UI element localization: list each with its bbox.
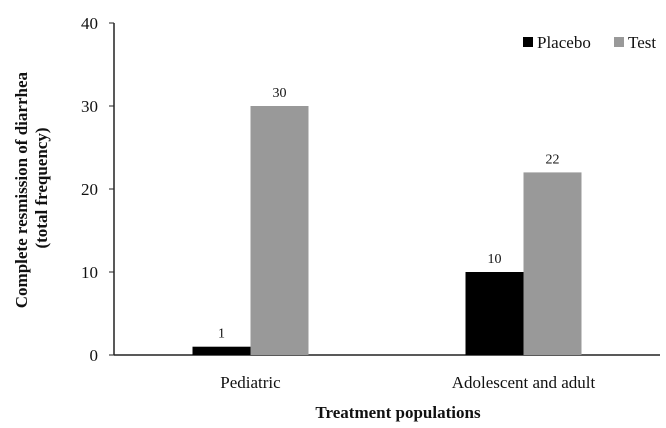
legend: Placebo Test: [523, 33, 656, 52]
category-label: Pediatric: [220, 373, 281, 392]
y-axis-title: Complete resmission of diarrhea (total f…: [12, 68, 51, 309]
bar-placebo-0: [192, 346, 251, 355]
x-axis-title: Treatment populations: [315, 403, 481, 422]
legend-swatch-test: [614, 37, 624, 47]
category-label: Adolescent and adult: [452, 373, 596, 392]
data-label: 30: [273, 86, 287, 101]
y-axis-title-line-1: Complete resmission of diarrhea: [12, 72, 31, 309]
bar-placebo-1: [465, 272, 524, 355]
y-tick-label: 10: [81, 263, 98, 282]
x-axis-tick-labels: Pediatric Adolescent and adult: [220, 373, 595, 392]
y-axis-title-line-2: (total frequency): [32, 127, 51, 248]
y-tick-label: 20: [81, 180, 98, 199]
data-label: 22: [546, 152, 560, 167]
legend-swatch-placebo: [523, 37, 533, 47]
y-tick-label: 0: [90, 346, 99, 365]
y-tick-label: 40: [81, 14, 98, 33]
data-labels: 1 30 10 22: [218, 86, 560, 342]
bar-test-0: [250, 106, 309, 355]
data-label: 1: [218, 327, 225, 342]
legend-label-placebo: Placebo: [537, 33, 591, 52]
bar-test-1: [523, 172, 582, 355]
legend-label-test: Test: [628, 33, 656, 52]
bars: [192, 106, 582, 355]
y-tick-label: 30: [81, 97, 98, 116]
data-label: 10: [488, 252, 502, 267]
y-axis-ticks: 0 10 20 30 40: [81, 14, 114, 365]
